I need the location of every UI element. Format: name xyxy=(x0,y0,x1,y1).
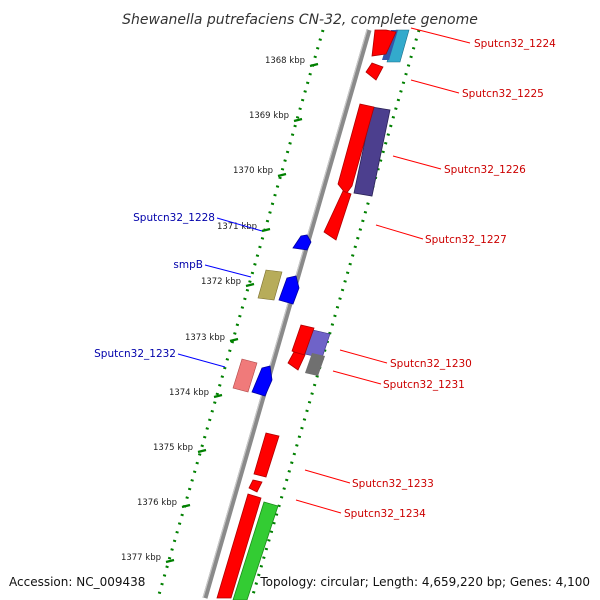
tick-mark xyxy=(181,503,191,509)
gene-label-forward[interactable]: Sputcn32_1231 xyxy=(383,379,465,391)
tick-mark xyxy=(197,448,207,454)
label-connector xyxy=(295,499,342,514)
label-connector xyxy=(392,155,442,170)
tick-label: 1374 kbp xyxy=(169,388,209,398)
gene-label-reverse[interactable]: smpB xyxy=(173,259,203,271)
tick-label: 1371 kbp xyxy=(217,222,257,232)
label-connector xyxy=(204,264,252,278)
label-connectors xyxy=(177,27,471,514)
gene-label-forward[interactable]: Sputcn32_1226 xyxy=(444,164,526,176)
gene-arrow-forward[interactable] xyxy=(371,29,397,57)
scale-ticks: 1368 kbp 1369 kbp 1370 kbp 1371 kbp 1372… xyxy=(121,56,319,564)
feature-bar-gray xyxy=(305,353,325,376)
gene-arrow-forward[interactable] xyxy=(287,351,306,371)
tick-mark xyxy=(245,282,255,288)
gene-arrow-forward[interactable] xyxy=(337,103,375,195)
map-title: Shewanella putrefaciens CN-32, complete … xyxy=(122,12,478,28)
label-connector xyxy=(375,224,424,240)
tick-label: 1373 kbp xyxy=(185,333,225,343)
gene-label-reverse[interactable]: Sputcn32_1228 xyxy=(133,212,215,224)
gene-arrow-forward[interactable] xyxy=(365,62,384,81)
tick-label: 1376 kbp xyxy=(137,498,177,508)
gene-label-forward[interactable]: Sputcn32_1233 xyxy=(352,478,434,490)
gene-labels: Sputcn32_1224 Sputcn32_1225 Sputcn32_122… xyxy=(94,38,556,520)
label-connector xyxy=(332,370,382,385)
tick-mark xyxy=(229,337,239,343)
gene-arrow-forward[interactable] xyxy=(253,432,280,478)
feature-bars xyxy=(232,29,410,600)
feature-bar-khaki xyxy=(257,269,283,301)
tick-mark xyxy=(165,558,175,564)
forward-genes xyxy=(216,29,397,599)
gene-label-forward[interactable]: Sputcn32_1234 xyxy=(344,508,426,520)
gene-label-forward[interactable]: Sputcn32_1230 xyxy=(390,358,472,370)
label-connector xyxy=(177,353,226,368)
label-connector xyxy=(304,469,351,484)
gene-label-reverse[interactable]: Sputcn32_1232 xyxy=(94,348,176,360)
gene-label-forward[interactable]: Sputcn32_1224 xyxy=(474,38,556,50)
reverse-genes xyxy=(251,234,312,397)
gene-arrow-reverse[interactable] xyxy=(251,365,273,397)
tick-label: 1369 kbp xyxy=(249,111,289,121)
feature-bar-green xyxy=(232,501,279,600)
feature-bar-pink xyxy=(232,358,258,393)
gene-arrow-reverse[interactable] xyxy=(278,275,300,305)
gene-label-forward[interactable]: Sputcn32_1225 xyxy=(462,88,544,100)
label-connector xyxy=(410,79,460,94)
accession-text: Accession: NC_009438 xyxy=(9,575,145,589)
genome-summary-text: Topology: circular; Length: 4,659,220 bp… xyxy=(259,575,590,589)
gene-arrow-forward[interactable] xyxy=(248,479,263,493)
feature-bar-purple xyxy=(353,106,391,197)
label-connector xyxy=(339,349,388,364)
tick-label: 1377 kbp xyxy=(121,553,161,563)
tick-mark xyxy=(277,172,287,178)
tick-label: 1370 kbp xyxy=(233,166,273,176)
genome-backbone-line xyxy=(202,29,372,599)
tick-label: 1375 kbp xyxy=(153,443,193,453)
label-connector xyxy=(410,27,471,44)
gene-label-forward[interactable]: Sputcn32_1227 xyxy=(425,234,507,246)
tick-mark xyxy=(261,227,271,233)
tick-mark xyxy=(293,117,303,123)
gene-arrow-forward[interactable] xyxy=(216,493,262,599)
tick-label: 1368 kbp xyxy=(265,56,305,66)
tick-mark xyxy=(213,393,223,399)
gene-arrow-reverse[interactable] xyxy=(292,234,312,251)
genome-backbone-highlight xyxy=(202,29,368,599)
tick-label: 1372 kbp xyxy=(201,277,241,287)
label-connector xyxy=(216,217,263,232)
gene-arrow-forward[interactable] xyxy=(323,190,352,241)
tick-mark xyxy=(309,62,319,68)
